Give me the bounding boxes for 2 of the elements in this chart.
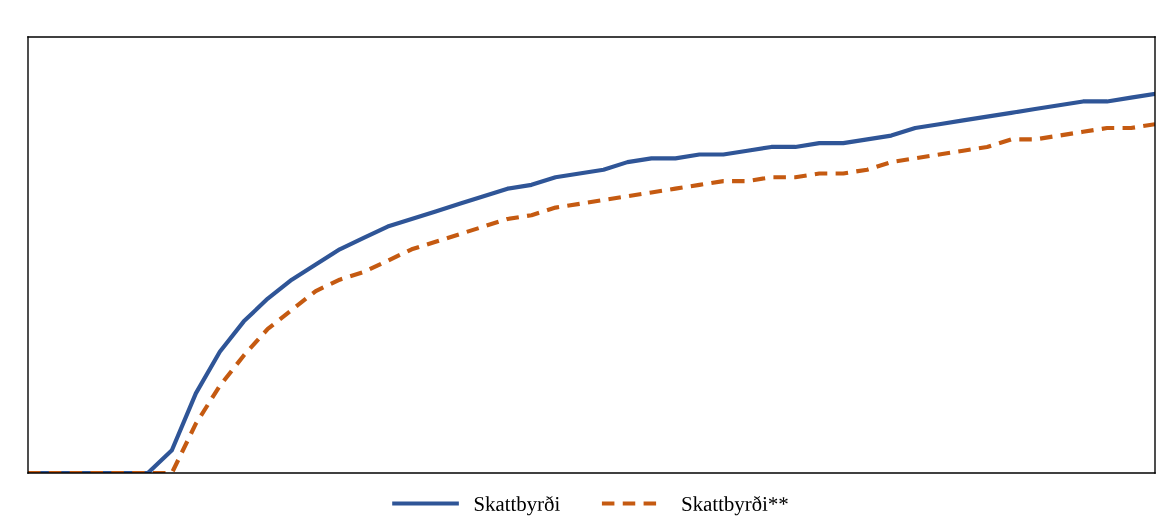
legend-label: Skattbyrði: [474, 496, 560, 516]
legend-label: Skattbyrði**: [682, 496, 788, 516]
